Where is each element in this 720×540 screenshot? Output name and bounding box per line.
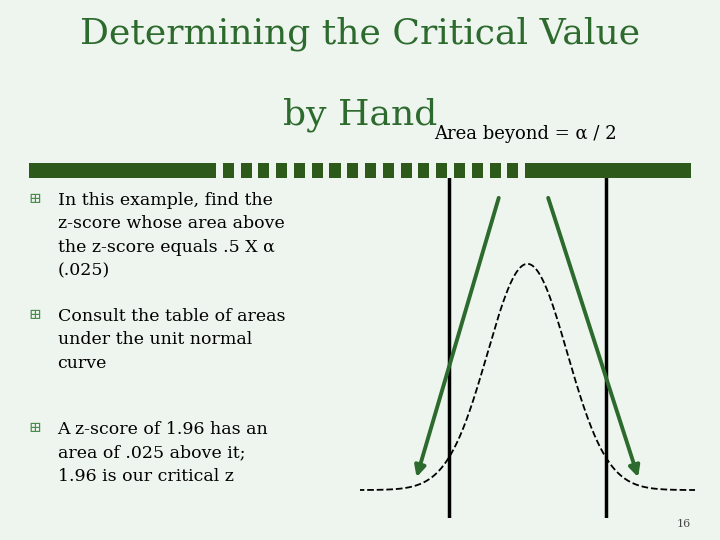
Bar: [394, 162, 400, 178]
Bar: [29, 163, 691, 178]
Bar: [251, 162, 258, 178]
Bar: [234, 162, 240, 178]
Bar: [447, 162, 454, 178]
Bar: [412, 162, 418, 178]
Bar: [341, 162, 347, 178]
Bar: [518, 162, 525, 178]
Text: 16: 16: [677, 519, 691, 529]
Text: Determining the Critical Value: Determining the Critical Value: [80, 16, 640, 51]
Bar: [269, 162, 276, 178]
Bar: [216, 162, 222, 178]
Text: ⊞: ⊞: [29, 421, 42, 435]
Bar: [429, 162, 436, 178]
Bar: [465, 162, 472, 178]
Bar: [359, 162, 365, 178]
Text: by Hand: by Hand: [283, 97, 437, 132]
Text: In this example, find the
z-score whose area above
the z-score equals .5 X α
(.0: In this example, find the z-score whose …: [58, 192, 284, 279]
Bar: [376, 162, 383, 178]
Text: ⊞: ⊞: [29, 192, 42, 206]
Bar: [483, 162, 490, 178]
Bar: [287, 162, 294, 178]
Text: Area beyond = α / 2: Area beyond = α / 2: [434, 125, 617, 143]
Bar: [323, 162, 330, 178]
Bar: [500, 162, 508, 178]
Text: Consult the table of areas
under the unit normal
curve: Consult the table of areas under the uni…: [58, 308, 285, 372]
Text: A z-score of 1.96 has an
area of .025 above it;
1.96 is our critical z: A z-score of 1.96 has an area of .025 ab…: [58, 421, 269, 485]
Bar: [305, 162, 312, 178]
Text: ⊞: ⊞: [29, 308, 42, 322]
